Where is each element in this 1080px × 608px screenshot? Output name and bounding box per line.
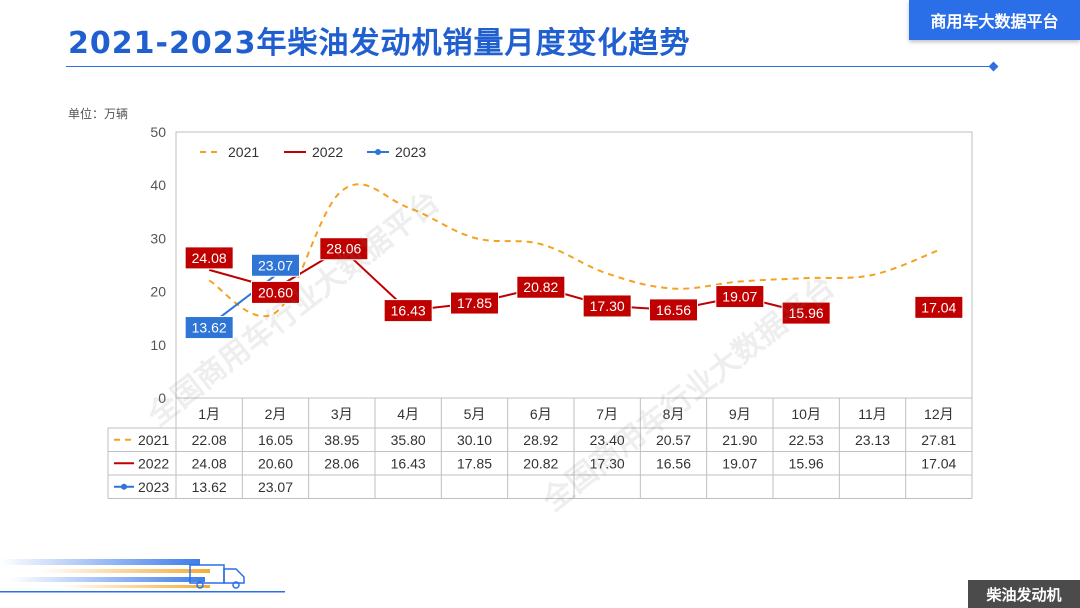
table-cell: 20.57 bbox=[656, 432, 691, 448]
data-label: 19.07 bbox=[722, 289, 757, 305]
data-label: 20.82 bbox=[523, 279, 558, 295]
table-cell: 23.13 bbox=[855, 432, 890, 448]
y-tick-label: 10 bbox=[150, 337, 166, 353]
data-label-box bbox=[450, 291, 499, 315]
y-tick-label: 20 bbox=[150, 284, 166, 300]
y-tick-label: 30 bbox=[150, 230, 166, 246]
table-cell: 38.95 bbox=[324, 432, 359, 448]
x-tick-label: 12月 bbox=[924, 406, 954, 422]
data-label-box bbox=[251, 253, 300, 277]
brand-badge: 商用车大数据平台 bbox=[909, 0, 1080, 40]
x-tick-label: 5月 bbox=[464, 406, 486, 422]
data-label-box bbox=[914, 295, 964, 319]
data-label-box bbox=[184, 316, 234, 340]
data-label-box bbox=[715, 285, 765, 309]
footer-tag: 柴油发动机 bbox=[968, 580, 1080, 608]
table-cell: 30.10 bbox=[457, 432, 492, 448]
data-label-box bbox=[582, 294, 632, 318]
series-line-2022 bbox=[208, 247, 807, 315]
data-label: 13.62 bbox=[192, 320, 227, 336]
legend-label: 2021 bbox=[228, 144, 259, 160]
table-cell: 22.53 bbox=[789, 432, 824, 448]
table-cell: 19.07 bbox=[722, 455, 757, 471]
truck-decoration bbox=[0, 559, 285, 593]
table-cell: 17.30 bbox=[590, 455, 625, 471]
data-label: 16.56 bbox=[656, 302, 691, 318]
x-tick-label: 7月 bbox=[596, 406, 618, 422]
data-label: 16.43 bbox=[391, 303, 426, 319]
data-label: 15.96 bbox=[789, 305, 824, 321]
legend-label: 2022 bbox=[312, 144, 343, 160]
x-tick-label: 10月 bbox=[791, 406, 821, 422]
x-tick-label: 3月 bbox=[331, 406, 353, 422]
table-row-label: 2021 bbox=[138, 432, 169, 448]
data-label-box bbox=[516, 275, 566, 299]
table-cell: 27.81 bbox=[921, 432, 956, 448]
data-label-box bbox=[781, 301, 831, 325]
truck-icon bbox=[189, 564, 245, 589]
table-row-label: 2022 bbox=[138, 455, 169, 471]
table-cell: 16.56 bbox=[656, 455, 691, 471]
table-cell: 28.92 bbox=[523, 432, 558, 448]
legend-label: 2023 bbox=[395, 144, 426, 160]
x-tick-label: 4月 bbox=[397, 406, 419, 422]
data-label-box bbox=[319, 237, 369, 261]
table-cell: 21.90 bbox=[722, 432, 757, 448]
y-tick-label: 40 bbox=[150, 177, 166, 193]
data-label: 17.85 bbox=[457, 295, 492, 311]
table-row-label: 2023 bbox=[138, 479, 169, 495]
x-tick-label: 1月 bbox=[198, 406, 220, 422]
series-line-2021 bbox=[208, 183, 940, 318]
table-cell: 20.60 bbox=[258, 455, 293, 471]
data-label: 20.60 bbox=[258, 284, 293, 300]
y-tick-label: 50 bbox=[150, 124, 166, 140]
table-cell: 23.07 bbox=[258, 479, 293, 495]
data-label-box bbox=[251, 280, 300, 304]
data-label: 24.08 bbox=[192, 250, 227, 266]
title-underline bbox=[66, 66, 994, 67]
unit-label: 单位：万辆 bbox=[68, 107, 129, 121]
table-cell: 16.43 bbox=[391, 455, 426, 471]
table-cell: 23.40 bbox=[590, 432, 625, 448]
table-cell: 28.06 bbox=[324, 455, 359, 471]
table-cell: 35.80 bbox=[391, 432, 426, 448]
table-cell: 17.04 bbox=[921, 455, 956, 471]
x-tick-label: 8月 bbox=[663, 406, 685, 422]
data-table-grid bbox=[107, 398, 973, 499]
table-cell: 20.82 bbox=[523, 455, 558, 471]
data-label: 28.06 bbox=[326, 241, 361, 257]
page-title: 2021-2023年柴油发动机销量月度变化趋势 bbox=[68, 26, 691, 61]
data-label-box bbox=[184, 246, 234, 270]
table-cell: 16.05 bbox=[258, 432, 293, 448]
data-label-box bbox=[649, 298, 698, 322]
table-legend-marker bbox=[121, 483, 127, 490]
table-cell: 15.96 bbox=[789, 455, 824, 471]
x-tick-label: 9月 bbox=[729, 406, 751, 422]
legend-marker bbox=[375, 149, 381, 155]
data-label: 23.07 bbox=[258, 257, 293, 273]
x-tick-label: 6月 bbox=[530, 406, 552, 422]
data-label: 17.04 bbox=[921, 299, 956, 315]
x-tick-label: 11月 bbox=[858, 406, 887, 422]
table-cell: 13.62 bbox=[192, 479, 227, 495]
y-tick-label: 0 bbox=[158, 390, 166, 406]
data-label-box bbox=[383, 299, 433, 323]
table-cell: 24.08 bbox=[192, 455, 227, 471]
x-tick-label: 2月 bbox=[265, 406, 287, 422]
data-label: 17.30 bbox=[590, 298, 625, 314]
table-cell: 22.08 bbox=[192, 432, 227, 448]
table-cell: 17.85 bbox=[457, 455, 492, 471]
